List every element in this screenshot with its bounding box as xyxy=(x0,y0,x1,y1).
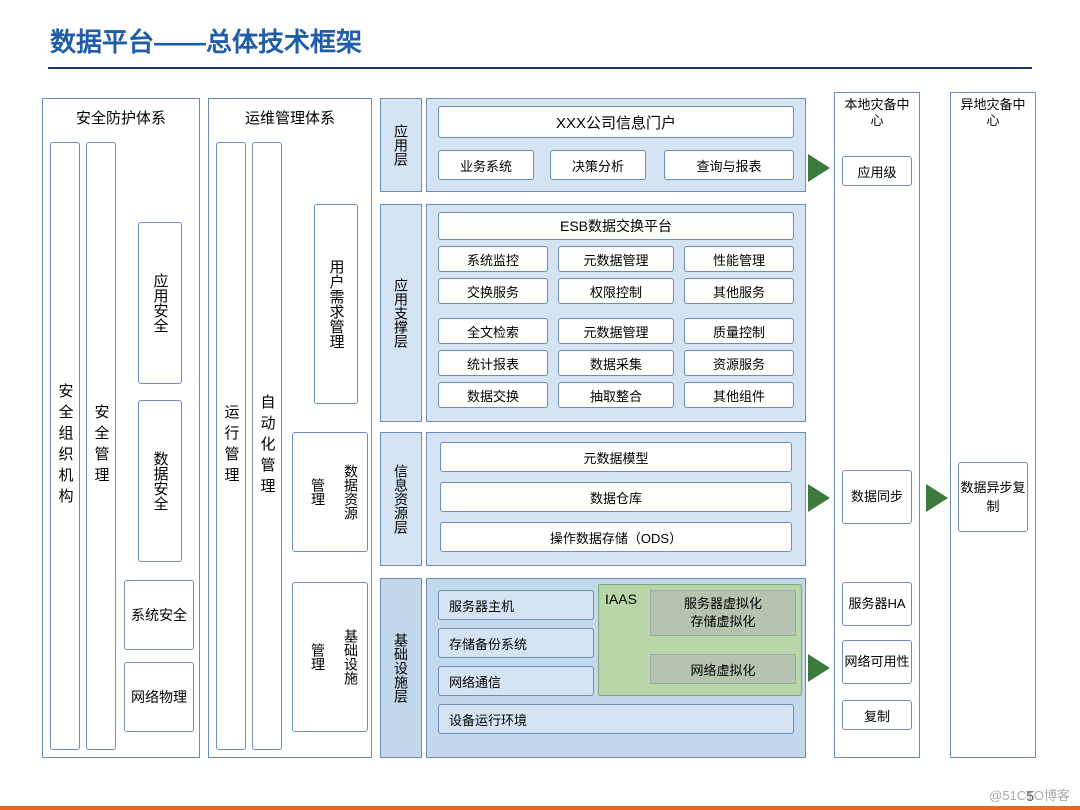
s-r3-2: 元数据管理 xyxy=(558,318,674,344)
iaas-v12: 服务器虚拟化存储虚拟化 xyxy=(650,590,796,636)
ops-r2: 管理数据资源 xyxy=(292,432,368,552)
s-r5-1: 数据交换 xyxy=(438,382,548,408)
s-r4-1: 统计报表 xyxy=(438,350,548,376)
app-top: XXX公司信息门户 xyxy=(438,106,794,138)
local-e: 复制 xyxy=(842,700,912,730)
arrow-3 xyxy=(808,654,830,682)
sec-r3: 系统安全 xyxy=(124,580,194,650)
arrow-2 xyxy=(808,484,830,512)
s-r4-3: 资源服务 xyxy=(684,350,794,376)
sec-r4: 网络物理 xyxy=(124,662,194,732)
layer-app: 应用层 xyxy=(380,98,422,192)
s-r2-2: 权限控制 xyxy=(558,278,674,304)
sec-r1: 应用安全 xyxy=(138,222,182,384)
esb: ESB数据交换平台 xyxy=(438,212,794,240)
s-r4-2: 数据采集 xyxy=(558,350,674,376)
ops-r1: 用户需求管理 xyxy=(314,204,358,404)
s-r2-1: 交换服务 xyxy=(438,278,548,304)
sec-col-a: 安全组织机构 xyxy=(50,142,80,750)
layer-support: 应用支撑层 xyxy=(380,204,422,422)
infra-d: 设备运行环境 xyxy=(438,704,794,734)
local-a: 应用级 xyxy=(842,156,912,186)
remote-header: 异地灾备中心 xyxy=(951,93,1035,132)
bottom-bar xyxy=(0,806,1080,810)
ops-r3: 管理基础设施 xyxy=(292,582,368,732)
local-b: 数据同步 xyxy=(842,470,912,524)
page-number: 5 xyxy=(1026,788,1034,804)
s-r5-3: 其他组件 xyxy=(684,382,794,408)
local-c: 服务器HA xyxy=(842,582,912,626)
s-r3-3: 质量控制 xyxy=(684,318,794,344)
s-r3-1: 全文检索 xyxy=(438,318,548,344)
diagram-canvas: 安全防护体系 安全组织机构 安全管理 应用安全 数据安全 系统安全 网络物理 运… xyxy=(42,92,1038,764)
s-r1-2: 元数据管理 xyxy=(558,246,674,272)
info-b: 数据仓库 xyxy=(440,482,792,512)
ops-col-a: 运行管理 xyxy=(216,142,246,750)
app-b2: 决策分析 xyxy=(550,150,646,180)
title-underline xyxy=(48,67,1032,69)
local-header: 本地灾备中心 xyxy=(835,93,919,132)
s-r5-2: 抽取整合 xyxy=(558,382,674,408)
s-r1-3: 性能管理 xyxy=(684,246,794,272)
infra-a: 服务器主机 xyxy=(438,590,594,620)
ops-col-b: 自动化管理 xyxy=(252,142,282,750)
ops-header: 运维管理体系 xyxy=(209,99,371,136)
remote-outer: 异地灾备中心 xyxy=(950,92,1036,758)
arrow-1 xyxy=(808,154,830,182)
sec-col-b: 安全管理 xyxy=(86,142,116,750)
infra-c: 网络通信 xyxy=(438,666,594,696)
layer-infra: 基础设施层 xyxy=(380,578,422,758)
security-header: 安全防护体系 xyxy=(43,99,199,136)
sec-r2: 数据安全 xyxy=(138,400,182,562)
layer-info: 信息资源层 xyxy=(380,432,422,566)
info-c: 操作数据存储（ODS） xyxy=(440,522,792,552)
remote-a: 数据异步复制 xyxy=(958,462,1028,532)
arrow-4 xyxy=(926,484,948,512)
infra-b: 存储备份系统 xyxy=(438,628,594,658)
local-d: 网络可用性 xyxy=(842,640,912,684)
iaas-v3: 网络虚拟化 xyxy=(650,654,796,684)
app-b1: 业务系统 xyxy=(438,150,534,180)
page-title: 数据平台——总体技术框架 xyxy=(0,0,1080,67)
info-a: 元数据模型 xyxy=(440,442,792,472)
s-r2-3: 其他服务 xyxy=(684,278,794,304)
s-r1-1: 系统监控 xyxy=(438,246,548,272)
app-b3: 查询与报表 xyxy=(664,150,794,180)
